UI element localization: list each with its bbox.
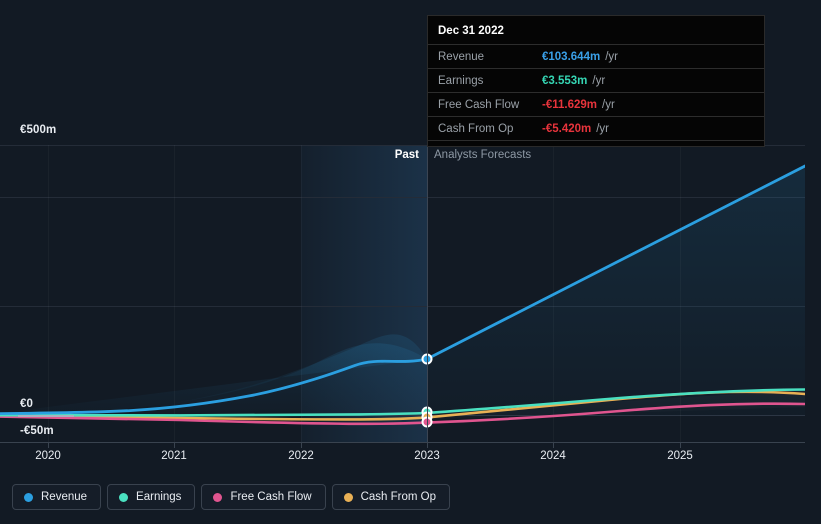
tooltip-value-cash-from-op: -€5.420m [542,122,592,135]
gridline-zero [0,415,805,416]
tooltip-row-earnings: Earnings €3.553m /yr [428,68,764,92]
tooltip-value-revenue: €103.644m [542,50,601,63]
x-tick-2021 [174,443,175,448]
legend-dot-free-cash-flow-icon [213,492,223,502]
legend-dot-cash-from-op-icon [343,492,353,502]
past-label: Past [394,149,419,161]
x-axis-label-2022: 2022 [288,450,314,462]
chart-plot-area [0,15,805,442]
legend-dot-earnings-icon [119,492,129,502]
tooltip-unit-earnings: /yr [592,74,606,87]
legend-item-earnings[interactable]: Earnings [107,484,196,510]
revenue-area-fill-2 [0,334,427,415]
legend-label-cash-from-op: Cash From Op [360,491,437,503]
legend-item-cash-from-op[interactable]: Cash From Op [331,484,451,510]
x-tick-2024 [553,443,554,448]
y-axis-label-500m: €500m [20,124,57,136]
tooltip-row-cash-from-op: Cash From Op -€5.420m /yr [428,116,764,140]
tooltip-label-revenue: Revenue [438,50,485,63]
x-axis-line [0,442,805,443]
x-axis-label-2023: 2023 [414,450,440,462]
x-tick-2023 [427,443,428,448]
tooltip-label-earnings: Earnings [438,74,484,87]
tooltip-label-free-cash-flow: Free Cash Flow [438,98,520,111]
y-axis-zero-rule [18,415,74,417]
x-tick-2020 [48,443,49,448]
legend-label-revenue: Revenue [41,491,88,503]
gridline-500m [0,145,805,146]
tooltip-footer-rule [428,140,764,146]
data-tooltip: Dec 31 2022 Revenue €103.644m /yr Earnin… [427,15,765,147]
gridline-mid [0,306,805,307]
tooltip-title: Dec 31 2022 [438,25,504,37]
x-axis-label-2021: 2021 [161,450,187,462]
series-line-earnings [0,388,805,417]
legend-label-earnings: Earnings [136,491,182,503]
x-axis-label-2020: 2020 [35,450,61,462]
y-axis-label-minus-50m: -€50m [20,425,54,437]
x-tick-2022 [301,443,302,448]
analysts-forecasts-label: Analysts Forecasts [434,149,532,161]
tooltip-label-cash-from-op: Cash From Op [438,122,514,135]
tooltip-unit-cash-from-op: /yr [596,122,610,135]
legend-dot-revenue-icon [24,492,33,502]
chart-legend: Revenue Earnings Free Cash Flow Cash Fro… [12,484,451,510]
tooltip-row-free-cash-flow: Free Cash Flow -€11.629m /yr [428,92,764,116]
x-axis-label-2025: 2025 [667,450,693,462]
series-line-revenue [0,164,805,415]
legend-label-free-cash-flow: Free Cash Flow [230,491,312,503]
tooltip-value-earnings: €3.553m [542,74,588,87]
series-svg [0,164,805,426]
revenue-area-fill-forecast [427,166,805,415]
tooltip-row-revenue: Revenue €103.644m /yr [428,44,764,68]
tooltip-unit-free-cash-flow: /yr [602,98,615,111]
past-forecast-divider [427,15,428,442]
tooltip-unit-revenue: /yr [605,50,618,63]
legend-item-revenue[interactable]: Revenue [12,484,102,510]
tooltip-value-free-cash-flow: -€11.629m [542,98,597,111]
series-line-free-cash-flow [0,402,805,426]
x-axis-label-2024: 2024 [540,450,566,462]
gridline-upper [0,197,805,198]
x-tick-2025 [680,443,681,448]
legend-item-free-cash-flow[interactable]: Free Cash Flow [201,484,326,510]
y-axis-label-zero: €0 [20,398,33,410]
bottom-series-band-fill [427,390,805,419]
